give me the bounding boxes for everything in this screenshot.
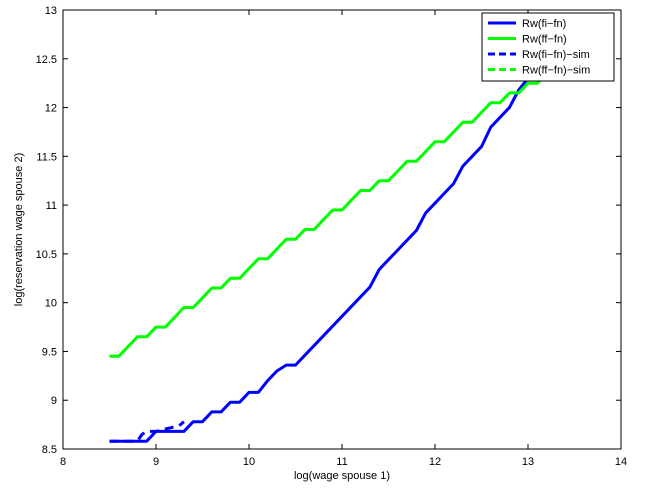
legend-label-4: Rw(ff−fn)−sim: [522, 65, 590, 77]
x-axis-label: log(wage spouse 1): [294, 470, 390, 482]
legend: Rw(fi−fn) Rw(ff−fn) Rw(fi−fn)−sim Rw(ff−fn)…: [481, 12, 615, 82]
legend-label-1: Rw(fi−fn): [522, 18, 566, 30]
x-tick-label: 10: [243, 456, 255, 468]
y-axis-label: log(reservation wage spouse 2): [13, 153, 25, 306]
legend-label-3: Rw(fi−fn)−sim: [522, 49, 590, 61]
y-tick-label: 12: [45, 103, 57, 115]
y-tick-label: 8.5: [42, 444, 57, 456]
y-tick-label: 9: [51, 395, 57, 407]
legend-label-2: Rw(ff−fn): [522, 34, 567, 46]
y-tick-label: 12.5: [36, 54, 57, 66]
y-tick-label: 10: [45, 298, 57, 310]
x-tick-label: 8: [60, 456, 66, 468]
series-line-1: [109, 77, 530, 443]
x-tick-label: 9: [153, 456, 159, 468]
series-line-2: [109, 72, 548, 358]
y-tick-label: 10.5: [36, 249, 57, 261]
x-tick-label: 12: [429, 456, 441, 468]
x-tick-label: 11: [336, 456, 347, 468]
y-tick-label: 11: [46, 200, 57, 212]
x-tick-label: 13: [522, 456, 534, 468]
tick-layer: 8 9 10 11 12 13 14 8.5 9 9.5 10 10.5 11 11.5 12 12.5 13: [36, 5, 628, 468]
y-tick-label: 11.5: [36, 151, 57, 163]
x-tick-label: 14: [615, 456, 627, 468]
y-tick-label: 9.5: [42, 346, 57, 358]
y-tick-label: 13: [45, 5, 57, 17]
series-layer: [109, 72, 548, 443]
